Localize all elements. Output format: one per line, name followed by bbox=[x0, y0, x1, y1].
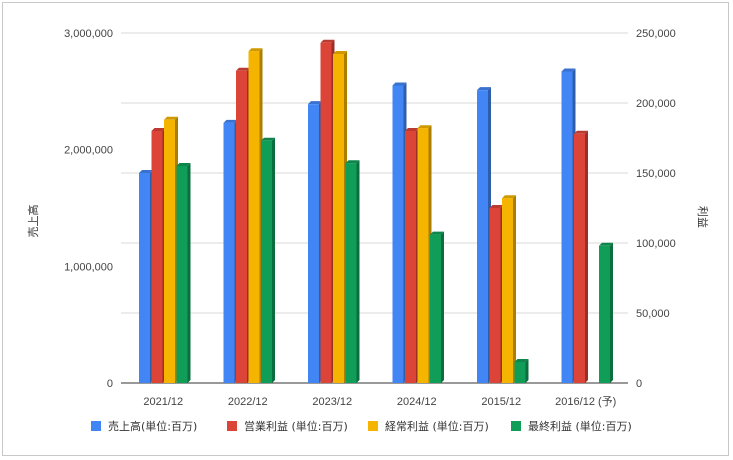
right-tick-label: 150,000 bbox=[636, 168, 676, 180]
bar bbox=[139, 170, 153, 383]
legend-swatch bbox=[368, 421, 378, 431]
gridlines bbox=[121, 32, 628, 384]
bar bbox=[236, 67, 250, 384]
left-tick-label: 3,000,000 bbox=[64, 28, 113, 40]
bar bbox=[223, 119, 238, 383]
legend-label: 経常利益 (単位:百万) bbox=[385, 419, 489, 433]
x-tick-label: 2022/12 bbox=[228, 396, 268, 408]
bar bbox=[151, 128, 166, 383]
bar bbox=[430, 231, 444, 383]
bar bbox=[320, 39, 335, 384]
x-tick-label: 2015/12 bbox=[481, 396, 521, 408]
legend-swatch bbox=[227, 421, 237, 431]
bar bbox=[477, 87, 491, 384]
legend: 売上高(単位:百万) 営業利益 (単位:百万) 経常利益 (単位:百万) 最終利益 (… bbox=[91, 419, 632, 433]
legend-label: 営業利益 (単位:百万) bbox=[244, 419, 348, 433]
chart-frame: 0 1,000,000 2,000,000 3,000,000 0 50,000 100,… bbox=[2, 2, 729, 456]
bar bbox=[514, 359, 529, 383]
legend-swatch bbox=[511, 421, 521, 431]
bar bbox=[164, 116, 178, 384]
legend-item[interactable]: 経常利益 (単位:百万) bbox=[368, 419, 489, 433]
bar bbox=[405, 128, 419, 383]
bar bbox=[599, 242, 613, 383]
right-axis-ticks: 0 50,000 100,000 150,000 200,000 250,000 bbox=[636, 28, 676, 390]
right-tick-label: 0 bbox=[636, 378, 642, 390]
left-tick-label: 1,000,000 bbox=[64, 261, 113, 273]
left-axis-ticks: 0 1,000,000 2,000,000 3,000,000 bbox=[64, 28, 113, 390]
bar bbox=[392, 82, 407, 383]
right-axis-title: 利益 bbox=[696, 206, 710, 228]
left-tick-label: 2,000,000 bbox=[64, 145, 113, 157]
legend-item[interactable]: 営業利益 (単位:百万) bbox=[227, 419, 348, 433]
legend-item[interactable]: 売上高(単位:百万) bbox=[91, 419, 197, 433]
bar bbox=[333, 51, 347, 383]
right-tick-label: 50,000 bbox=[636, 308, 670, 320]
legend-swatch bbox=[91, 421, 101, 431]
right-tick-label: 100,000 bbox=[636, 238, 676, 250]
legend-item[interactable]: 最終利益 (単位:百万) bbox=[511, 419, 632, 433]
bar bbox=[345, 160, 360, 383]
x-tick-label: 2023/12 bbox=[312, 396, 352, 408]
x-tick-label: 2021/12 bbox=[143, 396, 183, 408]
left-axis-title: 売上高 bbox=[26, 205, 40, 238]
legend-label: 最終利益 (単位:百万) bbox=[528, 419, 632, 433]
bars bbox=[139, 39, 613, 384]
bar bbox=[261, 137, 275, 383]
bar bbox=[502, 195, 516, 383]
x-tick-label: 2024/12 bbox=[397, 396, 437, 408]
x-axis-ticks: 2021/12 2022/12 2023/12 2024/12 2015/12 2016/… bbox=[143, 395, 616, 408]
left-tick-label: 0 bbox=[107, 378, 113, 390]
right-tick-label: 200,000 bbox=[636, 98, 676, 110]
bar-chart: 0 1,000,000 2,000,000 3,000,000 0 50,000 100,… bbox=[26, 28, 710, 433]
legend-label: 売上高(単位:百万) bbox=[108, 419, 197, 433]
bar bbox=[561, 68, 576, 383]
bar bbox=[176, 163, 191, 383]
bar bbox=[574, 130, 588, 383]
right-tick-label: 250,000 bbox=[636, 28, 676, 40]
bar bbox=[417, 125, 432, 383]
bar bbox=[308, 101, 322, 384]
x-tick-label: 2016/12 (予) bbox=[555, 395, 616, 408]
bar bbox=[489, 205, 504, 383]
bar bbox=[248, 48, 263, 383]
